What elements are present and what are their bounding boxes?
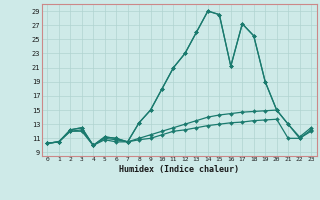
X-axis label: Humidex (Indice chaleur): Humidex (Indice chaleur) xyxy=(119,165,239,174)
